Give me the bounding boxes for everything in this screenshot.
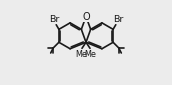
Text: Br: Br: [49, 15, 59, 24]
Text: Me: Me: [84, 50, 96, 59]
Text: Br: Br: [113, 15, 123, 24]
Text: Me: Me: [76, 50, 88, 59]
Text: O: O: [82, 12, 90, 22]
